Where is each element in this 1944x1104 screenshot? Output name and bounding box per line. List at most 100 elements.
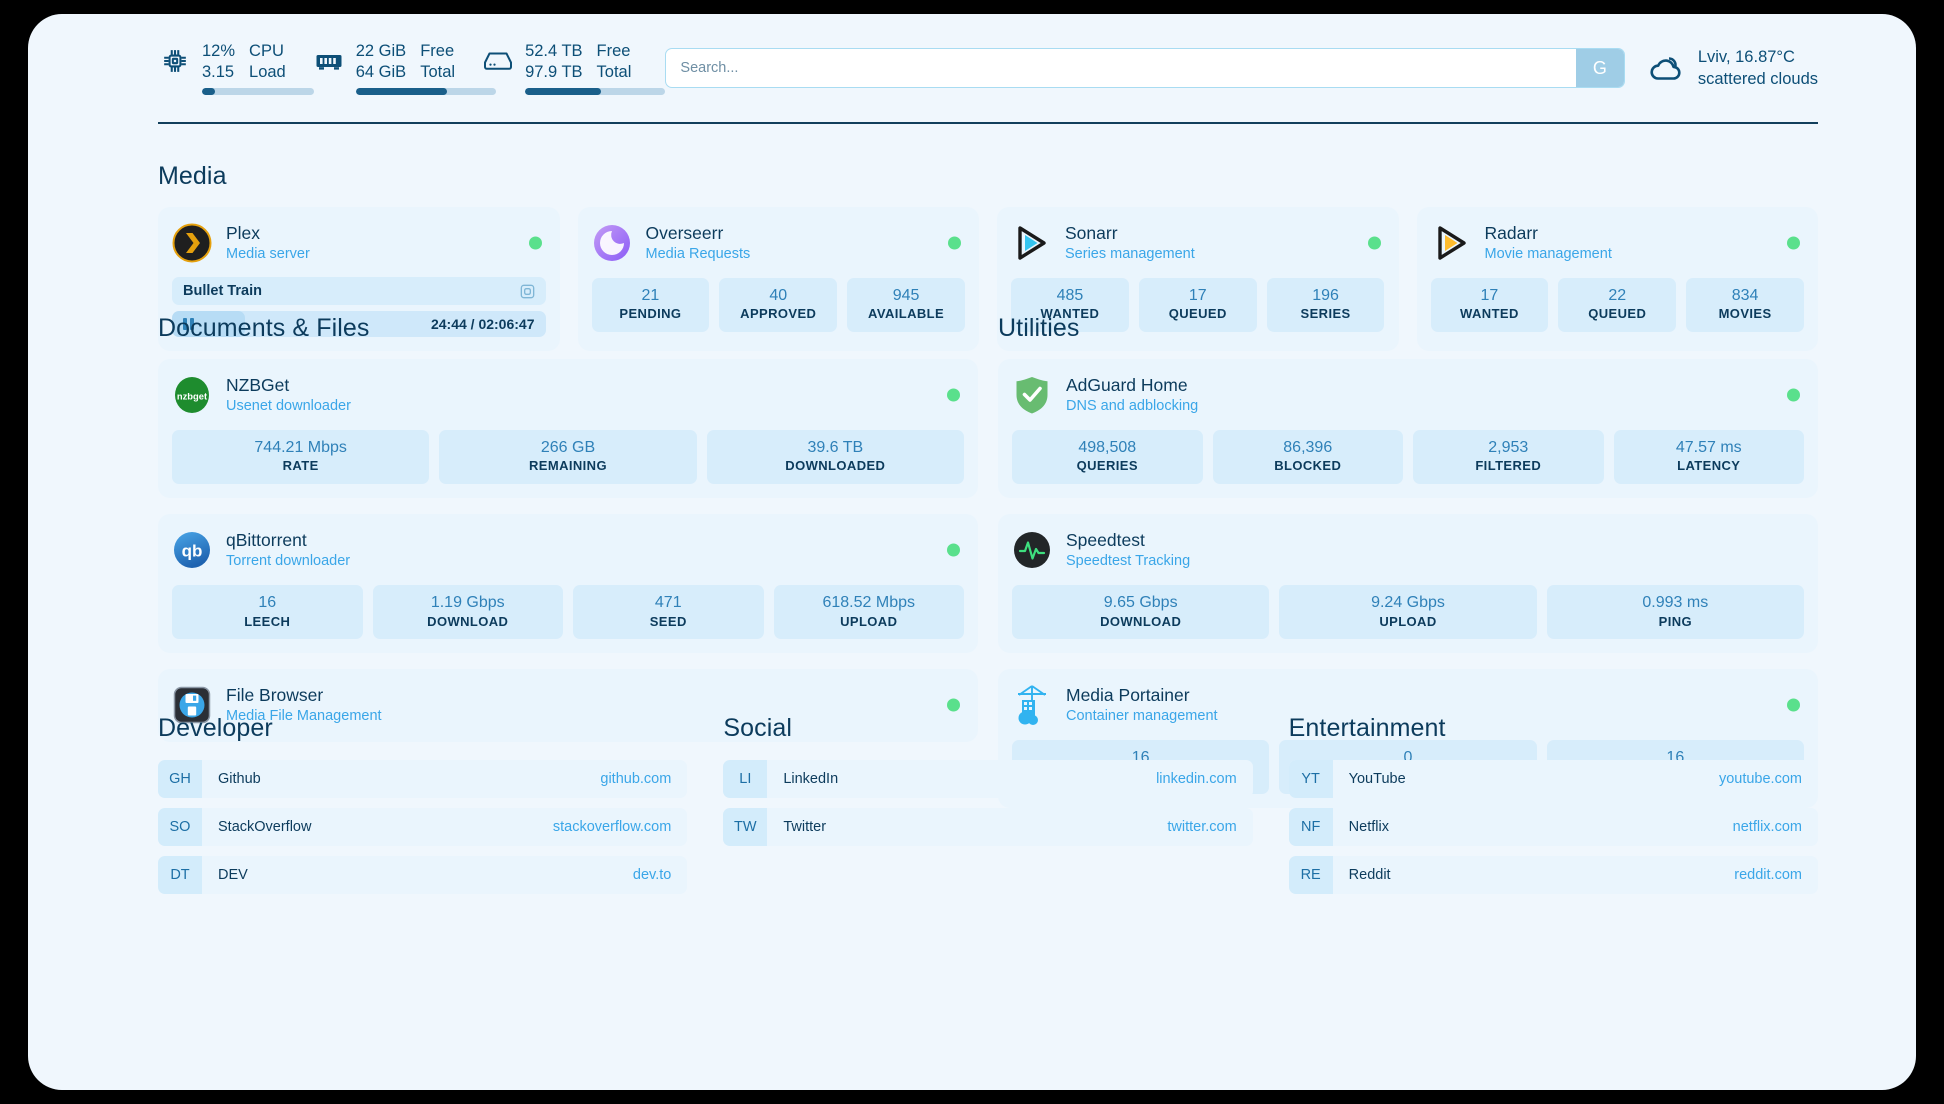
stat-queued[interactable]: 17 QUEUED xyxy=(1138,278,1257,333)
card-stats: 498,508 QUERIES 86,396 BLOCKED 2,953 FILTERED… xyxy=(1012,430,1804,485)
service-card-file-browser[interactable]: File Browser Media File Management xyxy=(158,669,978,743)
stat-rate[interactable]: 744.21 Mbps RATE xyxy=(172,430,430,485)
dashboard-window: 12% 3.15 CPU Load 22 GiB 64 GiB Free Total 52.4 … xyxy=(28,14,1916,1090)
card-meta: Overseerr Media Requests xyxy=(646,222,751,264)
cast-icon[interactable] xyxy=(520,284,535,299)
status-badge xyxy=(947,543,960,557)
stat-queries[interactable]: 498,508 QUERIES xyxy=(1012,430,1203,485)
service-card-radarr[interactable]: Radarr Movie management 17 WANTED 22 QUEUED 83… xyxy=(1416,207,1818,351)
card-header: Speedtest Speedtest Tracking xyxy=(1012,527,1804,573)
stat-label: SEED xyxy=(649,613,687,629)
stat-queued[interactable]: 22 QUEUED xyxy=(1558,278,1677,333)
resource-label-top: Free xyxy=(420,41,455,60)
resource-widget-cpu[interactable]: 12% 3.15 CPU Load xyxy=(158,41,314,96)
dashboard-page: 12% 3.15 CPU Load 22 GiB 64 GiB Free Total 52.4 … xyxy=(28,14,1916,1090)
resource-labels: CPU Load xyxy=(249,41,286,83)
stat-download[interactable]: 1.19 Gbps DOWNLOAD xyxy=(372,585,563,640)
stat-label: SERIES xyxy=(1300,306,1351,322)
filebrowser-icon xyxy=(172,685,212,725)
stat-value: 39.6 TB xyxy=(807,439,864,456)
stat-download[interactable]: 9.65 Gbps DOWNLOAD xyxy=(1012,585,1270,640)
stat-remaining[interactable]: 266 GB REMAINING xyxy=(439,430,697,485)
bookmark-item[interactable]: TW Twitter twitter.com xyxy=(723,808,1253,846)
service-card-plex[interactable]: Plex Media server Bullet Train 24:44 / 02:0… xyxy=(158,207,560,351)
now-playing-progress[interactable]: 24:44 / 02:06:47 xyxy=(172,311,546,337)
stat-label: QUERIES xyxy=(1076,458,1138,474)
stat-label: PENDING xyxy=(619,306,682,322)
stat-value: 22 xyxy=(1608,287,1627,304)
service-card-nzbget[interactable]: nzbget NZBGet Usenet downloader 744.21 Mbps… xyxy=(158,359,978,499)
bookmark-item[interactable]: DT DEV dev.to xyxy=(158,856,688,894)
resource-value-top: 52.4 TB xyxy=(525,41,583,60)
service-card-sonarr[interactable]: Sonarr Series management 485 WANTED 17 QUEUED… xyxy=(997,207,1399,351)
bookmark-badge: GH xyxy=(158,760,202,798)
stat-wanted[interactable]: 485 WANTED xyxy=(1011,278,1129,333)
stat-leech[interactable]: 16 LEECH xyxy=(172,585,363,640)
stat-downloaded[interactable]: 39.6 TB DOWNLOADED xyxy=(706,430,964,485)
stat-pending[interactable]: 21 PENDING xyxy=(591,278,710,333)
nzbget-icon: nzbget xyxy=(172,375,212,415)
stat-available[interactable]: 945 AVAILABLE xyxy=(847,278,965,333)
resource-values: 12% 3.15 CPU Load xyxy=(202,41,286,83)
bookmark-badge: RE xyxy=(1288,856,1333,894)
stat-value: 16 xyxy=(258,594,277,612)
stat-blocked[interactable]: 86,396 BLOCKED xyxy=(1212,430,1403,485)
bookmark-item[interactable]: SO StackOverflow stackoverflow.com xyxy=(158,808,688,846)
stat-value: 2,953 xyxy=(1488,439,1529,456)
search-engine-button[interactable]: G xyxy=(1575,49,1624,87)
stat-series[interactable]: 196 SERIES xyxy=(1266,278,1385,333)
bookmark-badge: NF xyxy=(1288,808,1333,846)
stat-latency[interactable]: 47.57 ms LATENCY xyxy=(1613,430,1804,485)
status-badge xyxy=(948,236,961,250)
stat-value: 471 xyxy=(654,594,682,612)
cloud-icon xyxy=(1647,53,1685,83)
stat-label: WANTED xyxy=(1040,306,1100,322)
resource-widget-disk[interactable]: 52.4 TB 97.9 TB Free Total xyxy=(481,41,666,96)
resource-label-bottom: Total xyxy=(420,63,456,81)
stat-approved[interactable]: 40 APPROVED xyxy=(719,278,838,333)
stat-seed[interactable]: 471 SEED xyxy=(573,585,764,640)
bookmark-group-social: Social LI LinkedIn linkedin.com TW Twitter twi… xyxy=(723,714,1253,894)
stat-value: 618.52 Mbps xyxy=(822,594,915,612)
card-header: File Browser Media File Management xyxy=(172,682,964,728)
stat-upload[interactable]: 618.52 Mbps UPLOAD xyxy=(773,585,964,640)
search-input[interactable] xyxy=(666,49,1576,87)
bookmark-group-title: Entertainment xyxy=(1288,714,1446,742)
resource-usage-bar xyxy=(202,88,314,96)
service-card-overseerr[interactable]: Overseerr Media Requests 21 PENDING 40 APPROV… xyxy=(577,207,979,351)
svg-text:qb: qb xyxy=(182,542,203,561)
bookmark-url: twitter.com xyxy=(1167,819,1237,835)
stat-upload[interactable]: 9.24 Gbps UPLOAD xyxy=(1279,585,1537,640)
bookmark-item[interactable]: GH Github github.com xyxy=(158,760,688,798)
documents-card-list: nzbget NZBGet Usenet downloader 744.21 Mbps… xyxy=(158,343,978,743)
stat-value: 498,508 xyxy=(1078,439,1137,456)
service-card-qbittorrent[interactable]: qb qBittorrent Torrent downloader 16 LEECH 1.… xyxy=(158,514,978,654)
bookmark-badge: LI xyxy=(723,760,768,798)
bookmark-item[interactable]: RE Reddit reddit.com xyxy=(1288,856,1818,894)
bookmark-item[interactable]: NF Netflix netflix.com xyxy=(1288,808,1818,846)
service-card-speedtest[interactable]: Speedtest Speedtest Tracking 9.65 Gbps DOWN… xyxy=(998,514,1818,654)
pause-icon[interactable] xyxy=(183,318,194,330)
service-card-adguard-home[interactable]: AdGuard Home DNS and adblocking 498,508 QUE… xyxy=(998,359,1818,499)
resource-widget-ram[interactable]: 22 GiB 64 GiB Free Total xyxy=(312,41,496,96)
stat-value: 17 xyxy=(1480,287,1499,304)
stat-wanted[interactable]: 17 WANTED xyxy=(1430,278,1549,333)
stat-label: LATENCY xyxy=(1677,458,1741,474)
search-box[interactable]: G xyxy=(665,48,1625,88)
stat-label: AVAILABLE xyxy=(868,306,945,322)
stat-movies[interactable]: 834 MOVIES xyxy=(1686,278,1804,333)
stat-label: FILTERED xyxy=(1475,458,1542,474)
bookmark-item[interactable]: LI LinkedIn linkedin.com xyxy=(723,760,1253,798)
section-title-utilities: Utilities xyxy=(998,314,1080,342)
now-playing-title-row[interactable]: Bullet Train xyxy=(172,277,546,305)
bookmark-item[interactable]: YT YouTube youtube.com xyxy=(1288,760,1818,798)
stat-filtered[interactable]: 2,953 FILTERED xyxy=(1413,430,1604,485)
stat-label: BLOCKED xyxy=(1274,458,1342,474)
service-description: Speedtest Tracking xyxy=(1066,553,1191,570)
bookmark-list: GH Github github.com SO StackOverflow stackov… xyxy=(158,760,688,894)
resource-primary: 22 GiB 64 GiB xyxy=(356,41,406,83)
card-header: AdGuard Home DNS and adblocking xyxy=(1012,372,1804,418)
stat-ping[interactable]: 0.993 ms PING xyxy=(1546,585,1804,640)
bookmark-name: DEV xyxy=(218,867,248,883)
card-header: Plex Media server xyxy=(172,220,546,266)
